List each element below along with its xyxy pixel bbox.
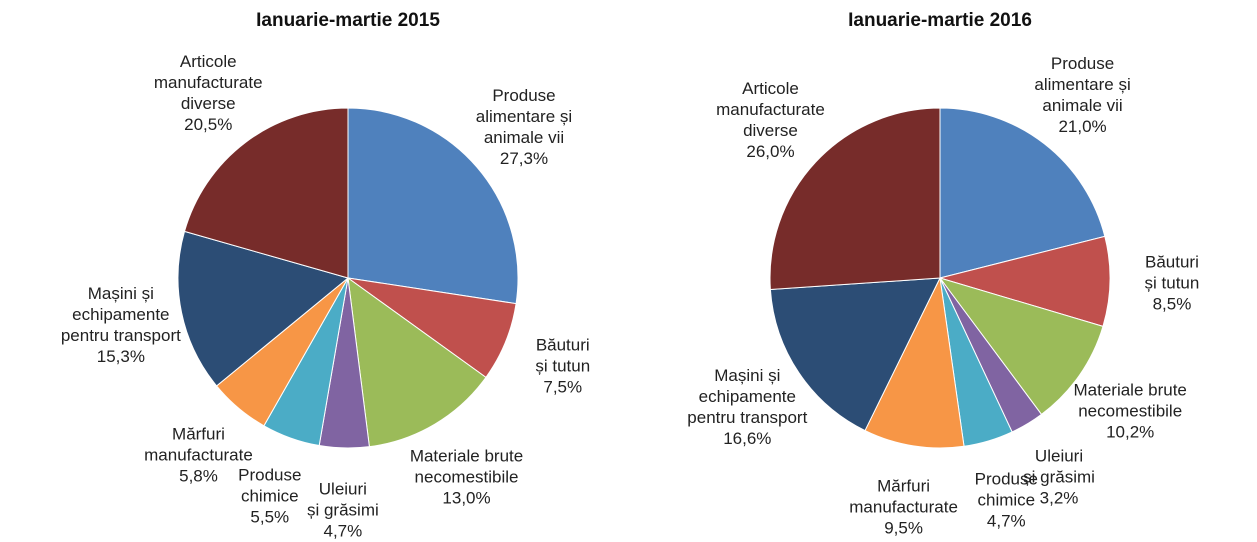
value-label: 5,8% — [179, 466, 218, 486]
pie-slice — [938, 277, 1104, 416]
value-label: 7,5% — [543, 377, 583, 397]
slice-label: Uleiuri și grăsimi 3,2% — [1023, 446, 1095, 509]
value-label: 13,0% — [442, 488, 491, 508]
pie-slice — [769, 107, 941, 291]
slice-label: Produse chimice 4,7% — [975, 469, 1038, 532]
value-label: 4,7% — [986, 511, 1026, 531]
category-label: Produse chimice — [974, 469, 1038, 510]
pie-slice — [938, 235, 1111, 327]
slice-label: Produse alimentare și animale vii 27,3% — [476, 85, 572, 169]
slice-label: Produse alimentare și animale vii 21,0% — [1034, 53, 1130, 137]
slice-label: Uleiuri și grăsimi 4,7% — [307, 478, 379, 541]
value-label: 8,5% — [1152, 294, 1192, 314]
slice-label: Mașini și echipamente pentru transport 16… — [687, 365, 807, 449]
category-label: Produse alimentare și animale vii — [475, 85, 573, 147]
pie-slice — [177, 230, 350, 387]
category-label: Materiale brute necomestibile — [1073, 380, 1187, 421]
category-label: Uleiuri și grăsimi — [1023, 446, 1095, 487]
slice-label: Articole manufacturate diverse 26,0% — [716, 78, 825, 162]
category-label: Articole manufacturate diverse — [716, 78, 825, 140]
category-label: Mașini și echipamente pentru transport — [60, 284, 181, 346]
value-label: 10,2% — [1106, 422, 1155, 442]
value-label: 21,0% — [1058, 116, 1107, 136]
category-label: Mărfuri manufacturate — [849, 476, 958, 517]
value-label: 3,2% — [1039, 488, 1079, 508]
value-label: 4,7% — [323, 521, 363, 541]
value-label: 5,5% — [250, 507, 290, 527]
slice-label: Mărfuri manufacturate 9,5% — [849, 476, 958, 539]
slice-label: Băuturi și tutun 7,5% — [535, 334, 590, 397]
pie-slice — [769, 277, 941, 432]
pie-slice — [347, 107, 519, 305]
pie-slice — [183, 107, 349, 279]
slice-label: Mașini și echipamente pentru transport 15… — [61, 283, 181, 367]
value-label: 26,0% — [746, 141, 795, 161]
category-label: Mașini și echipamente pentru transport — [687, 366, 808, 428]
pie-slice — [347, 276, 487, 448]
pie-slice — [864, 276, 965, 449]
value-label: 27,3% — [499, 148, 549, 168]
slice-label: Mărfuri manufacturate 5,8% — [144, 424, 253, 487]
category-label: Produse chimice — [238, 465, 302, 506]
chart-title: Ianuarie-martie 2015 — [256, 10, 440, 31]
value-label: 16,6% — [723, 429, 772, 449]
category-label: Mărfuri manufacturate — [144, 424, 253, 465]
pie-slice — [939, 107, 1106, 279]
value-label: 9,5% — [884, 518, 923, 538]
slice-label: Băuturi și tutun 8,5% — [1145, 251, 1200, 314]
chart-title: Ianuarie-martie 2016 — [848, 10, 1032, 31]
slice-label: Produse chimice 5,5% — [238, 465, 301, 528]
value-label: 20,5% — [184, 114, 233, 134]
category-label: Uleiuri și grăsimi — [306, 479, 379, 520]
category-label: Materiale brute necomestibile — [409, 446, 524, 487]
slice-label: Materiale brute necomestibile 13,0% — [410, 446, 523, 509]
category-label: Băuturi și tutun — [535, 335, 591, 376]
category-label: Articole manufacturate diverse — [153, 51, 263, 113]
category-label: Băuturi și tutun — [1144, 252, 1200, 293]
value-label: 15,3% — [96, 347, 145, 367]
slice-label: Materiale brute necomestibile 10,2% — [1073, 379, 1186, 442]
slice-label: Articole manufacturate diverse 20,5% — [154, 51, 263, 135]
category-label: Produse alimentare și animale vii — [1034, 53, 1131, 115]
